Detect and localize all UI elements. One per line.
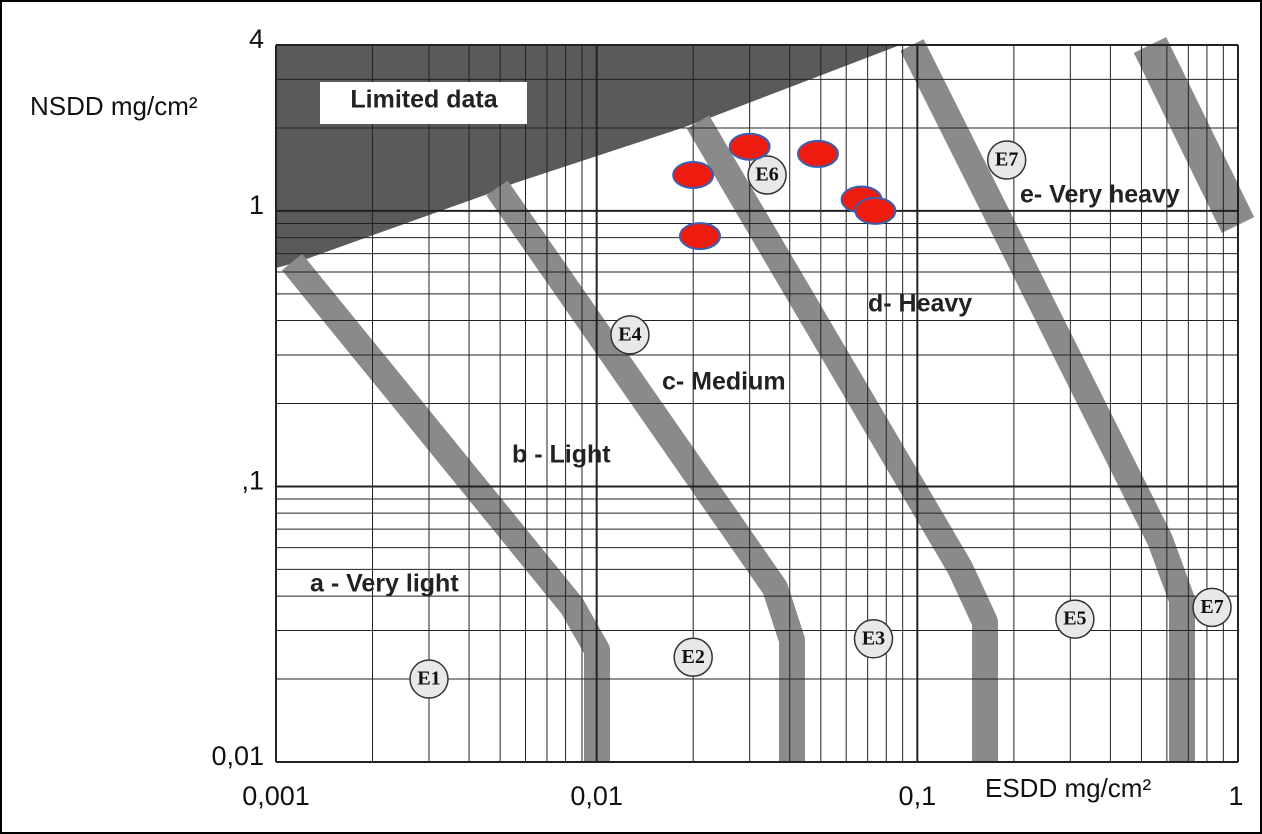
data-point — [672, 160, 715, 189]
site-marker — [1055, 599, 1095, 639]
zone-label: d- Heavy — [868, 290, 972, 318]
x-tick-label: 0,001 — [242, 781, 310, 811]
site-marker — [1192, 587, 1232, 628]
data-point — [854, 196, 897, 225]
y-tick-label: 4 — [249, 24, 264, 54]
x-axis-label: ESDD mg/cm² — [985, 773, 1151, 803]
zone-label: c- Medium — [662, 368, 786, 396]
site-marker — [409, 659, 449, 699]
site-label: E6 — [755, 164, 778, 186]
y-axis-label: NSDD mg/cm² — [30, 91, 198, 121]
site-marker — [610, 315, 650, 355]
boundary-d-e — [900, 39, 1195, 762]
y-tick-label: ,1 — [241, 466, 264, 496]
zone-label: a - Very light — [310, 570, 459, 598]
data-point — [728, 132, 771, 161]
site-label: E2 — [682, 646, 705, 668]
site-label: E3 — [862, 627, 885, 649]
site-marker — [673, 637, 713, 677]
site-marker — [986, 140, 1027, 180]
site-label: E4 — [618, 323, 641, 345]
data-point — [678, 222, 721, 251]
site-marker — [747, 155, 787, 195]
site-label: E7 — [995, 149, 1018, 171]
zone-label: b - Light — [512, 441, 611, 469]
data-point — [796, 139, 839, 168]
site-label: E5 — [1063, 608, 1086, 630]
x-tick-label: 0,01 — [570, 781, 623, 811]
site-label: E7 — [1200, 596, 1223, 618]
boundary-c-d — [686, 115, 998, 762]
x-tick-label: 1 — [1228, 781, 1243, 811]
x-tick-label: 0,1 — [899, 781, 937, 811]
zone-label: Limited data — [350, 86, 498, 114]
boundary-b-c — [486, 180, 805, 762]
limited-data-box — [320, 82, 527, 124]
zone-label: e- Very heavy — [1020, 181, 1180, 209]
site-label: E1 — [417, 668, 440, 690]
y-tick-label: 0,01 — [211, 741, 264, 771]
site-marker — [853, 619, 894, 659]
y-tick-label: 1 — [249, 190, 264, 220]
